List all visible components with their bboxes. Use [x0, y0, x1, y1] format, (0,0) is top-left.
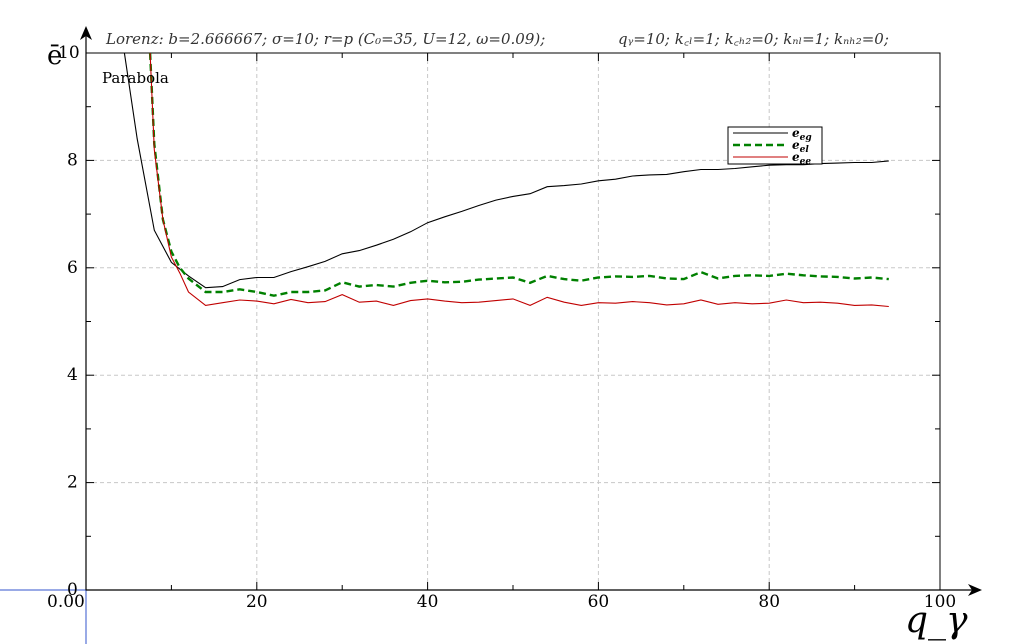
model-label: Parabola: [102, 69, 169, 87]
y-tick-label: 0: [67, 580, 78, 600]
header-lorenz-text: Lorenz: b=2.666667; σ=10; r=p (C₀=35, U=…: [105, 30, 545, 48]
y-tick-label: 6: [67, 258, 78, 278]
x-axis-title: q_γ: [905, 600, 968, 641]
grid: [86, 53, 940, 590]
x-tick-label: 40: [417, 592, 439, 612]
y-tick-label: 10: [58, 43, 80, 63]
y-tick-label: 2: [67, 473, 78, 493]
y-tick-label: 8: [67, 150, 78, 170]
series-line-e_el: [148, 53, 889, 297]
series-line-e_eg: [123, 53, 889, 289]
x-axis-arrow-icon: [968, 584, 982, 596]
legend-label-e_el: eel: [792, 138, 809, 155]
x-tick-label: 100: [924, 592, 956, 612]
legend-label-e_eg: eeg: [792, 126, 812, 143]
y-axis-title: ē: [47, 41, 62, 71]
series-line-e_ee: [149, 53, 889, 308]
y-axis-arrow-icon: [80, 26, 92, 40]
legend-label-e_ee: eee: [792, 150, 811, 167]
header-params-text: qᵧ=10; k꜀ₗ=1; k꜀ₕ₂=0; kₙₗ=1; kₙₕ₂=0;: [618, 30, 889, 48]
series-layer: [123, 53, 889, 308]
origin-label: 0.00: [47, 592, 85, 612]
x-tick-label: 80: [758, 592, 780, 612]
y-tick-label: 4: [67, 365, 78, 385]
ticks: [85, 52, 941, 591]
tick-labels: 20 40 60 80 100 0 2 4 6 8 10: [58, 43, 956, 612]
x-tick-label: 20: [246, 592, 268, 612]
x-tick-label: 60: [588, 592, 610, 612]
